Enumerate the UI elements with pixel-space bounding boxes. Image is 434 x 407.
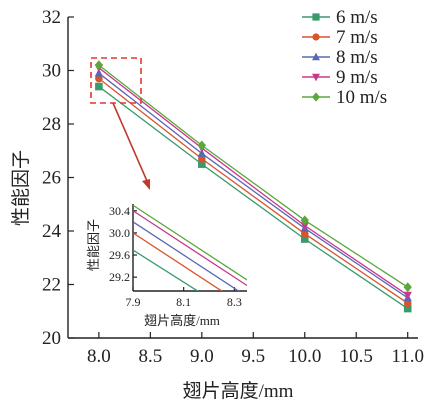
data-point bbox=[300, 215, 309, 226]
x-axis-label: 翅片高度/mm bbox=[183, 380, 294, 402]
x-tick-label: 8.5 bbox=[138, 346, 162, 367]
inset-series-line bbox=[133, 249, 199, 291]
inset-series-line bbox=[133, 210, 247, 287]
inset-x-tick-label: 8.1 bbox=[176, 295, 191, 309]
data-point bbox=[300, 222, 309, 231]
main-axes: 20 22 24 26 28 30 32 8.0 8.5 9.0 9.5 10.0 10.5 11.0 bbox=[42, 7, 424, 367]
y-tick-label: 28 bbox=[42, 114, 61, 135]
data-point bbox=[95, 74, 103, 83]
data-point bbox=[198, 154, 206, 163]
data-point bbox=[197, 148, 207, 157]
x-tick-label: 9.5 bbox=[241, 346, 265, 367]
y-tick-label: 22 bbox=[42, 275, 61, 296]
inset-series-line bbox=[133, 204, 247, 281]
inset-background bbox=[133, 202, 251, 291]
legend-label: 9 m/s bbox=[336, 67, 378, 88]
data-point bbox=[94, 60, 104, 71]
data-point bbox=[197, 140, 207, 151]
inset-x-axis-label: 翅片高度/mm bbox=[144, 313, 220, 328]
data-point bbox=[95, 82, 103, 91]
legend-label: 10 m/s bbox=[336, 87, 387, 108]
data-point bbox=[94, 68, 104, 77]
zoom-region-box bbox=[90, 57, 142, 104]
legend: 6 m/s7 m/s8 m/s9 m/s10 m/s bbox=[302, 7, 387, 108]
y-tick-label: 20 bbox=[42, 328, 61, 349]
y-tick-label: 32 bbox=[42, 7, 61, 28]
inset-x-tick-label: 8.3 bbox=[227, 295, 242, 309]
series-line-6ms bbox=[98, 86, 409, 310]
data-point bbox=[403, 282, 412, 293]
main-series-layer bbox=[94, 60, 412, 313]
inset-y-axis-label: 性能因子 bbox=[86, 219, 101, 271]
series-line-10ms bbox=[98, 64, 409, 288]
inset-series-line bbox=[133, 221, 240, 291]
inset-series-line bbox=[133, 232, 223, 291]
x-tick-label: 8.0 bbox=[87, 346, 111, 367]
legend-label: 6 m/s bbox=[336, 7, 378, 28]
inset-y-tick-label: 29.6 bbox=[109, 248, 130, 262]
legend-label: 8 m/s bbox=[336, 47, 378, 68]
x-tick-label: 10.0 bbox=[288, 346, 321, 367]
legend-marker bbox=[312, 52, 320, 61]
inset-plot: 29.2 29.6 30.0 30.4 7.9 8.1 8.3 bbox=[109, 202, 251, 309]
data-point bbox=[403, 291, 412, 300]
inset-x-tick-label: 7.9 bbox=[126, 295, 141, 309]
data-point bbox=[300, 229, 309, 238]
data-point bbox=[403, 299, 412, 308]
inset-y-tick-label: 30.0 bbox=[109, 226, 130, 240]
inset-y-tick-label: 29.2 bbox=[109, 270, 130, 284]
zoom-arrow-line bbox=[112, 102, 148, 182]
x-tick-label: 11.0 bbox=[391, 346, 424, 367]
data-point bbox=[403, 304, 412, 313]
y-tick-label: 30 bbox=[42, 61, 61, 82]
legend-label: 7 m/s bbox=[336, 27, 378, 48]
x-tick-label: 9.0 bbox=[190, 346, 214, 367]
x-tick-label: 10.5 bbox=[340, 346, 373, 367]
data-point bbox=[300, 235, 309, 243]
inset-y-tick-label: 30.4 bbox=[109, 204, 130, 218]
inset-series-layer bbox=[133, 204, 247, 291]
series-line-8ms bbox=[98, 72, 409, 299]
y-tick-label: 24 bbox=[42, 221, 62, 242]
legend-marker bbox=[312, 33, 320, 41]
series-line-7ms bbox=[98, 78, 409, 304]
zoom-arrow-head bbox=[142, 179, 150, 190]
legend-marker bbox=[312, 13, 320, 21]
legend-marker bbox=[312, 73, 320, 82]
y-axis-label: 性能因子 bbox=[10, 150, 32, 226]
legend-marker bbox=[312, 92, 320, 102]
series-line-9ms bbox=[98, 67, 409, 296]
y-tick-label: 26 bbox=[42, 168, 61, 189]
data-point bbox=[198, 160, 206, 168]
